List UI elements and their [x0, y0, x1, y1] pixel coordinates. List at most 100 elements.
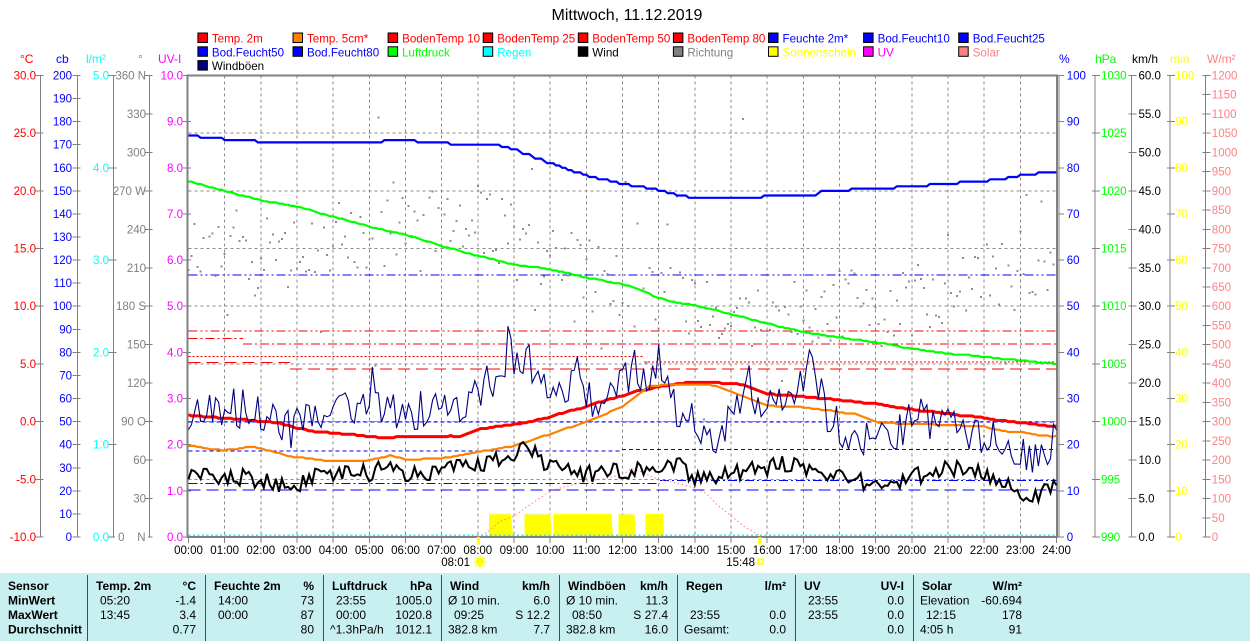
svg-text:Wind: Wind	[592, 46, 618, 59]
svg-text:09:25: 09:25	[454, 608, 484, 622]
svg-text:700: 700	[1212, 263, 1231, 275]
svg-text:UV: UV	[804, 579, 821, 593]
svg-text:35.0: 35.0	[1139, 263, 1161, 275]
svg-text:Luftdruck: Luftdruck	[402, 46, 450, 59]
svg-text:120: 120	[53, 255, 72, 267]
svg-text:15:48: 15:48	[726, 557, 755, 569]
svg-text:1005: 1005	[1101, 359, 1127, 371]
svg-text:10.0: 10.0	[1139, 455, 1161, 467]
svg-text:50: 50	[59, 417, 72, 429]
svg-text:10: 10	[59, 509, 72, 521]
svg-text:300: 300	[1212, 417, 1231, 429]
svg-text:2.0: 2.0	[167, 440, 183, 452]
svg-text:190: 190	[53, 94, 72, 106]
svg-text:1200: 1200	[1212, 71, 1238, 83]
svg-text:23:00: 23:00	[1006, 545, 1035, 557]
svg-text:150: 150	[1212, 474, 1231, 486]
svg-text:30: 30	[1175, 394, 1188, 406]
svg-text:150: 150	[127, 340, 146, 352]
svg-text:12:15: 12:15	[926, 608, 956, 622]
svg-text:Feuchte 2m*: Feuchte 2m*	[783, 33, 849, 46]
svg-text:120: 120	[127, 378, 146, 390]
svg-text:0: 0	[118, 532, 124, 544]
svg-text:hPa: hPa	[1095, 52, 1117, 66]
svg-text:Durchschnitt: Durchschnitt	[8, 623, 82, 637]
svg-text:30: 30	[59, 463, 72, 475]
svg-text:130: 130	[53, 232, 72, 244]
svg-text:160: 160	[53, 163, 72, 175]
svg-text:UV: UV	[878, 46, 894, 59]
svg-text:40.0: 40.0	[1139, 224, 1161, 236]
svg-text:30.0: 30.0	[14, 71, 36, 83]
svg-text:10: 10	[1175, 486, 1188, 498]
svg-text:60: 60	[59, 394, 72, 406]
svg-text:°C: °C	[183, 579, 197, 593]
svg-text:Temp. 2m: Temp. 2m	[212, 33, 263, 46]
svg-text:22:00: 22:00	[970, 545, 999, 557]
svg-text:-60.694: -60.694	[981, 594, 1022, 608]
svg-text:0.0: 0.0	[769, 623, 786, 637]
svg-text:km/h: km/h	[1132, 52, 1158, 66]
svg-text:10.0: 10.0	[14, 301, 36, 313]
svg-text:90: 90	[1175, 117, 1188, 129]
svg-text:S 12.2: S 12.2	[515, 608, 550, 622]
svg-text:400: 400	[1212, 378, 1231, 390]
svg-text:Solar: Solar	[922, 579, 952, 593]
svg-text:1020.8: 1020.8	[395, 608, 432, 622]
svg-text:7.0: 7.0	[167, 209, 183, 221]
svg-text:%: %	[1059, 52, 1070, 66]
svg-text:S 27.4: S 27.4	[633, 608, 668, 622]
svg-text:BodenTemp 25: BodenTemp 25	[497, 33, 575, 46]
svg-text:Bod.Feucht10: Bod.Feucht10	[878, 33, 950, 46]
svg-text:Bod.Feucht80: Bod.Feucht80	[307, 46, 379, 59]
svg-text:km/h: km/h	[640, 579, 668, 593]
svg-text:Windböen: Windböen	[212, 60, 264, 73]
svg-text:20.0: 20.0	[14, 186, 36, 198]
svg-text:1020: 1020	[1101, 186, 1127, 198]
svg-text:0.77: 0.77	[173, 623, 197, 637]
svg-text:14:00: 14:00	[680, 545, 709, 557]
svg-text:200: 200	[53, 71, 72, 83]
svg-text:170: 170	[53, 140, 72, 152]
svg-text:23:55: 23:55	[808, 608, 838, 622]
svg-text:Bod.Feucht50: Bod.Feucht50	[212, 46, 284, 59]
svg-text:Windböen: Windböen	[568, 579, 626, 593]
svg-text:650: 650	[1212, 282, 1231, 294]
svg-text:0: 0	[1067, 532, 1073, 544]
svg-text:0.0: 0.0	[93, 532, 109, 544]
svg-text:MinWert: MinWert	[8, 594, 55, 608]
svg-text:100: 100	[1175, 71, 1194, 83]
svg-text:Elevation: Elevation	[920, 594, 969, 608]
svg-text:5.0: 5.0	[93, 71, 109, 83]
svg-text:50.0: 50.0	[1139, 147, 1161, 159]
svg-text:-10.0: -10.0	[10, 532, 36, 544]
svg-text:0.0: 0.0	[887, 594, 904, 608]
svg-text:450: 450	[1212, 359, 1231, 371]
svg-text:800: 800	[1212, 224, 1231, 236]
svg-text:20: 20	[59, 486, 72, 498]
svg-text:1005.0: 1005.0	[395, 594, 432, 608]
svg-text:1012.1: 1012.1	[395, 623, 432, 637]
svg-text:°: °	[138, 52, 143, 66]
svg-text:5.0: 5.0	[167, 301, 183, 313]
svg-text:995: 995	[1101, 474, 1120, 486]
svg-text:1000: 1000	[1212, 147, 1238, 159]
svg-text:180: 180	[53, 117, 72, 129]
svg-text:60: 60	[1067, 255, 1080, 267]
svg-text:8.0: 8.0	[167, 163, 183, 175]
svg-text:90: 90	[1067, 117, 1080, 129]
svg-text:360 N: 360 N	[115, 71, 146, 83]
svg-text:60: 60	[1175, 255, 1188, 267]
svg-text:45.0: 45.0	[1139, 186, 1161, 198]
svg-text:%: %	[303, 579, 314, 593]
svg-text:15.0: 15.0	[1139, 417, 1161, 429]
svg-text:0.0: 0.0	[769, 608, 786, 622]
svg-text:MaxWert: MaxWert	[8, 608, 58, 622]
svg-text:0: 0	[66, 532, 72, 544]
svg-text:100: 100	[1067, 71, 1086, 83]
svg-text:Solar: Solar	[973, 46, 1000, 59]
svg-text:6.0: 6.0	[533, 594, 550, 608]
svg-text:750: 750	[1212, 244, 1231, 256]
svg-text:40: 40	[1067, 347, 1080, 359]
svg-text:300: 300	[127, 147, 146, 159]
